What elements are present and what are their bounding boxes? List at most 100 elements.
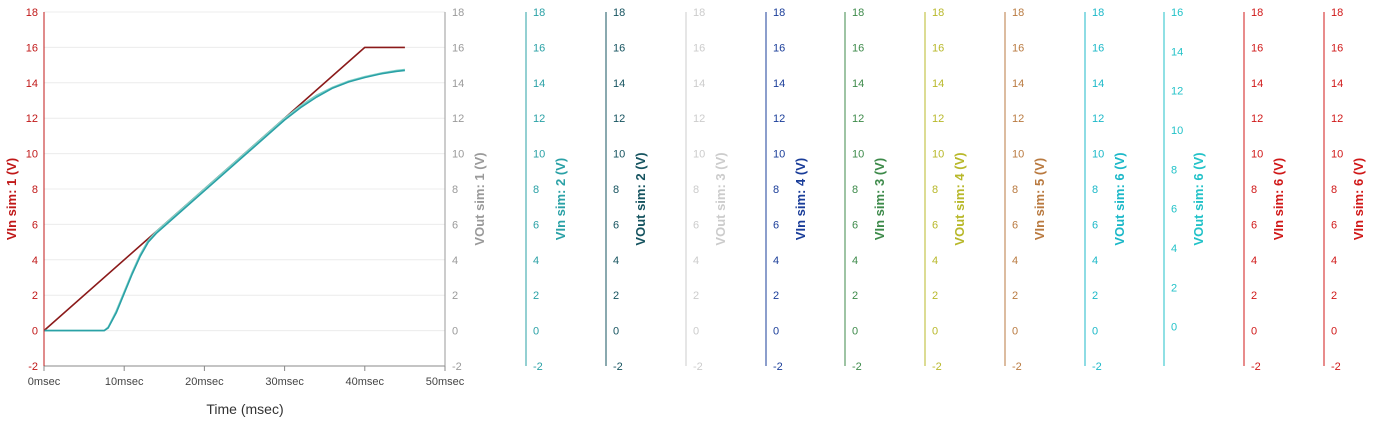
y-tick-label: 10: [852, 149, 864, 161]
y-tick-label: 8: [1171, 164, 1177, 176]
y-tick-label: 12: [613, 113, 625, 125]
y-tick-label: 16: [1331, 42, 1343, 54]
y-tick-label: 6: [32, 219, 38, 231]
y-tick-label: 0: [1171, 322, 1177, 334]
y-tick-label: 6: [533, 219, 539, 231]
y-tick-label: 18: [852, 7, 864, 19]
y-tick-label: 8: [533, 184, 539, 196]
y-tick-label: 6: [773, 219, 779, 231]
y-tick-label: 4: [32, 255, 38, 267]
y-axis: -2 0 2 4 6 8 10 12 14 16 18 VIn sim: 2 (V): [525, 7, 568, 373]
y-tick-label: 16: [452, 42, 464, 54]
y-tick-label: 6: [1171, 204, 1177, 216]
y-tick-label: 0: [693, 326, 699, 338]
y-tick-label: 0: [1251, 326, 1257, 338]
y-tick-label: 8: [452, 184, 458, 196]
y-axis: -2 0 2 4 6 8 10 12 14 16 18 VOut sim: 6 (V): [1084, 7, 1127, 373]
y-tick-label: 2: [32, 290, 38, 302]
y-tick-label: 4: [1092, 255, 1098, 267]
y-tick-label: 6: [613, 219, 619, 231]
y-tick-label: 14: [1331, 78, 1343, 90]
y-tick-label: 4: [1251, 255, 1257, 267]
y-tick-label: 10: [932, 149, 944, 161]
x-axis-title: Time (msec): [206, 401, 283, 417]
y-axis: 0 2 4 6 8 10 12 14 16 VOut sim: 6 (V): [1163, 7, 1206, 366]
y-tick-label: 0: [32, 326, 38, 338]
y-axis-title: VIn sim: 6 (V): [1351, 158, 1366, 240]
y-tick-label: 10: [1331, 149, 1343, 161]
x-tick-label: 10msec: [105, 376, 144, 388]
x-tick-label: 40msec: [346, 376, 385, 388]
y-tick-label: 12: [852, 113, 864, 125]
y-tick-label: 14: [1251, 78, 1263, 90]
y-tick-label: 2: [932, 290, 938, 302]
y-tick-label: 16: [1171, 7, 1183, 19]
series-line: [43, 46, 405, 332]
y-tick-label: -2: [1012, 361, 1022, 373]
y-tick-label: 18: [693, 7, 705, 19]
y-tick-label: 12: [533, 113, 545, 125]
y-tick-label: 10: [452, 149, 464, 161]
y-axis-title: VIn sim: 5 (V): [1032, 158, 1047, 240]
y-tick-label: 18: [1251, 7, 1263, 19]
y-axes: -2 0 2 4 6 8 10 12 14 16 18 VIn sim: 1 (V) -2 0 2 4 6 8 10…: [4, 7, 1366, 373]
x-tick-label: 20msec: [185, 376, 224, 388]
y-tick-label: 14: [1012, 78, 1024, 90]
y-tick-label: 18: [1092, 7, 1104, 19]
y-tick-label: 14: [693, 78, 705, 90]
y-tick-label: 10: [1251, 149, 1263, 161]
y-tick-label: 10: [773, 149, 785, 161]
y-tick-label: 18: [773, 7, 785, 19]
grid: [44, 11, 445, 367]
y-tick-label: -2: [932, 361, 942, 373]
y-tick-label: 4: [773, 255, 779, 267]
y-axis-title: VOut sim: 3 (V): [713, 152, 728, 245]
y-tick-label: -2: [1331, 361, 1341, 373]
y-tick-label: 4: [452, 255, 458, 267]
y-tick-label: 12: [1171, 86, 1183, 98]
y-tick-label: 6: [1331, 219, 1337, 231]
y-axis-title: VIn sim: 3 (V): [872, 158, 887, 240]
y-tick-label: 4: [932, 255, 938, 267]
y-tick-label: 0: [452, 326, 458, 338]
y-tick-label: 12: [452, 113, 464, 125]
series-line: [44, 69, 405, 332]
y-tick-label: 2: [613, 290, 619, 302]
y-axis-title: VIn sim: 1 (V): [4, 158, 19, 240]
series-line: [44, 68, 405, 332]
y-tick-label: 18: [932, 7, 944, 19]
y-tick-label: -2: [852, 361, 862, 373]
y-tick-label: 10: [613, 149, 625, 161]
y-tick-label: 0: [533, 326, 539, 338]
y-tick-label: 14: [533, 78, 545, 90]
y-tick-label: 16: [773, 42, 785, 54]
y-tick-label: 16: [613, 42, 625, 54]
y-tick-label: -2: [452, 361, 462, 373]
y-tick-label: 4: [693, 255, 699, 267]
y-tick-label: 6: [1012, 219, 1018, 231]
y-tick-label: 16: [1012, 42, 1024, 54]
y-tick-label: 0: [1331, 326, 1337, 338]
y-axis: -2 0 2 4 6 8 10 12 14 16 18 VIn sim: 4 (V): [765, 7, 808, 373]
y-tick-label: 8: [852, 184, 858, 196]
y-tick-label: 4: [533, 255, 539, 267]
y-tick-label: 6: [452, 219, 458, 231]
y-axis-title: VOut sim: 4 (V): [952, 152, 967, 245]
y-tick-label: 6: [693, 219, 699, 231]
y-tick-label: 12: [693, 113, 705, 125]
y-axis: -2 0 2 4 6 8 10 12 14 16 18 VIn sim: 1 (V): [4, 7, 45, 373]
x-axis: 0msec 10msec 20msec 30msec 40msec 50msec: [28, 365, 465, 388]
y-tick-label: 8: [773, 184, 779, 196]
y-tick-label: -2: [1092, 361, 1102, 373]
y-tick-label: 12: [1251, 113, 1263, 125]
y-tick-label: 12: [26, 113, 38, 125]
y-tick-label: 14: [613, 78, 625, 90]
y-tick-label: 16: [533, 42, 545, 54]
y-tick-label: 12: [1012, 113, 1024, 125]
y-axis: -2 0 2 4 6 8 10 12 14 16 18 VOut sim: 4 (V): [924, 7, 967, 373]
y-tick-label: 16: [1251, 42, 1263, 54]
y-tick-label: 8: [613, 184, 619, 196]
y-tick-label: 2: [1092, 290, 1098, 302]
y-tick-label: 0: [852, 326, 858, 338]
plot-area: [43, 46, 405, 332]
